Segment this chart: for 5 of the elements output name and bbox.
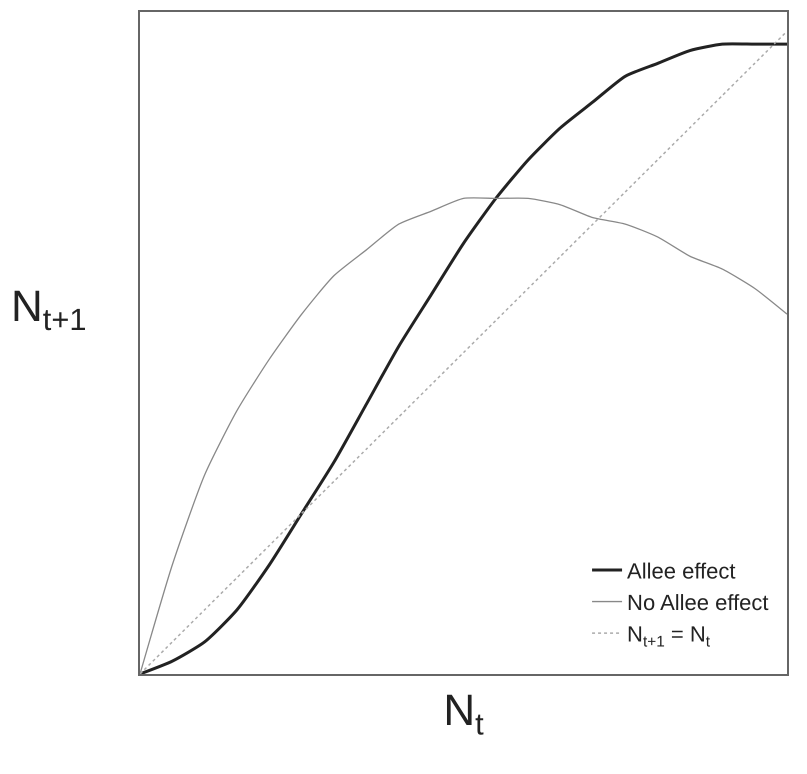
legend-label: Allee effect: [627, 558, 736, 584]
y-axis-title: N$_{t+1}$: [11, 282, 86, 338]
legend-label: N$_{t+1}$ = N$_{t}$: [627, 622, 711, 650]
legend-label: No Allee effect: [627, 590, 769, 616]
x-axis-title: N$_{t}$: [443, 686, 484, 742]
